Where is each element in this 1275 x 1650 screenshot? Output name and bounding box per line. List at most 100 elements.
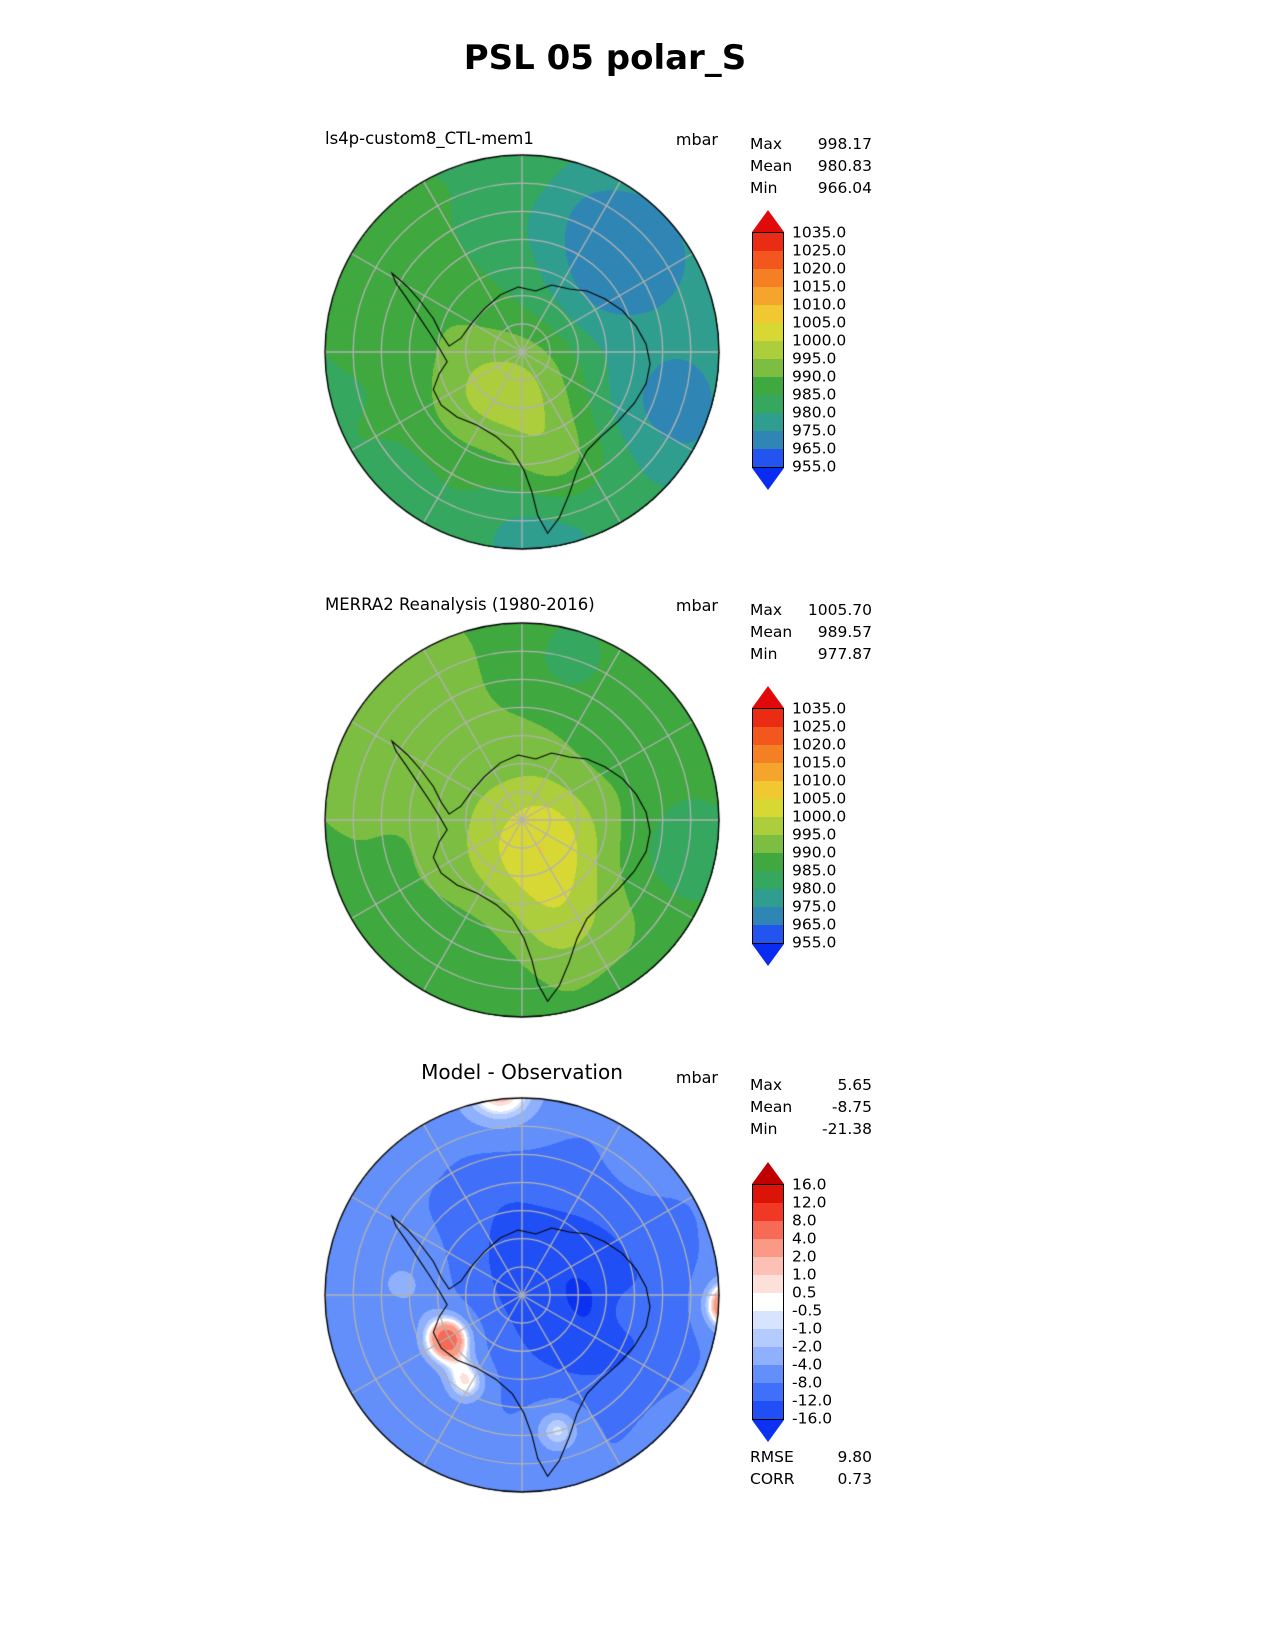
stat-value: 977.87 — [817, 645, 872, 663]
stats-block-reference: Max 1005.70 Mean 989.57 Min 977.87 — [750, 599, 872, 665]
colorbar-tick-label: -12.0 — [792, 1391, 833, 1410]
colorbar-tick-label: 1020.0 — [792, 259, 847, 278]
stat-label: RMSE — [750, 1448, 794, 1466]
stat-value: -8.75 — [831, 1098, 872, 1116]
units-label: mbar — [675, 130, 718, 149]
stat-label: Mean — [750, 623, 793, 641]
stat-row: Mean -8.75 — [750, 1096, 872, 1118]
colorbar-tick-label: 1000.0 — [792, 807, 847, 826]
stat-value: -21.38 — [822, 1120, 872, 1138]
colorbar-over-arrow — [752, 686, 784, 708]
colorbar-segment — [753, 449, 783, 467]
stat-row: Max 998.17 — [750, 133, 872, 155]
stat-label: Max — [750, 601, 783, 619]
stat-row: Mean 980.83 — [750, 155, 872, 177]
colorbar-segment — [753, 233, 783, 251]
colorbar-tick-label: 995.0 — [792, 825, 837, 844]
colorbar-tick-label: 1010.0 — [792, 295, 847, 314]
colorbar-tick-label: 1035.0 — [792, 699, 847, 718]
stat-value: 1005.70 — [807, 601, 872, 619]
colorbar-tick-label: -1.0 — [792, 1319, 823, 1338]
colorbar-segment — [753, 1185, 783, 1203]
colorbar-body — [752, 232, 784, 468]
colorbar-tick-label: 985.0 — [792, 385, 837, 404]
stat-row: Min 966.04 — [750, 177, 872, 199]
stat-value: 980.83 — [817, 157, 872, 175]
colorbar-segment — [753, 1329, 783, 1347]
colorbar-reference: 1035.0 1025.0 1020.0 1015.0 1010.0 1005.0 1000… — [752, 686, 882, 966]
colorbar-tick-label: 955.0 — [792, 457, 837, 476]
colorbar-segment — [753, 1365, 783, 1383]
colorbar-segment — [753, 269, 783, 287]
colorbar-segment — [753, 925, 783, 943]
colorbar-under-arrow — [752, 468, 784, 490]
colorbar-tick-label: 8.0 — [792, 1211, 817, 1230]
colorbar-segment — [753, 727, 783, 745]
colorbar-tick-label: -2.0 — [792, 1337, 823, 1356]
colorbar-tick-label: 12.0 — [792, 1193, 827, 1212]
colorbar-segment — [753, 799, 783, 817]
units-label: mbar — [675, 1068, 718, 1087]
colorbar-tick-label: -4.0 — [792, 1355, 823, 1374]
colorbar-segment — [753, 1293, 783, 1311]
colorbar-over-arrow — [752, 210, 784, 232]
colorbar-segment — [753, 377, 783, 395]
colorbar-segment — [753, 251, 783, 269]
colorbar-segment — [753, 305, 783, 323]
polar-map-reference — [322, 620, 722, 1020]
colorbar-tick-label: 1015.0 — [792, 753, 847, 772]
colorbar-segment — [753, 889, 783, 907]
colorbar-under-arrow — [752, 1420, 784, 1442]
stat-label: CORR — [750, 1470, 795, 1488]
stat-label: Max — [750, 135, 783, 153]
colorbar-tick-label: 985.0 — [792, 861, 837, 880]
colorbar-tick-label: 1005.0 — [792, 313, 847, 332]
colorbar-tick-label: 1025.0 — [792, 241, 847, 260]
colorbar-tick-label: 1010.0 — [792, 771, 847, 790]
stat-label: Min — [750, 645, 778, 663]
stats-block-model: Max 998.17 Mean 980.83 Min 966.04 — [750, 133, 872, 199]
colorbar-tick-label: 2.0 — [792, 1247, 817, 1266]
units-label: mbar — [675, 596, 718, 615]
colorbar-segment — [753, 871, 783, 889]
stat-row: Max 1005.70 — [750, 599, 872, 621]
colorbar-segment — [753, 431, 783, 449]
colorbar-tick-label: 1015.0 — [792, 277, 847, 296]
panel-title-reference: MERRA2 Reanalysis (1980-2016) — [325, 595, 595, 614]
colorbar-segment — [753, 1383, 783, 1401]
stat-value: 0.73 — [837, 1470, 872, 1488]
colorbar-tick-label: 4.0 — [792, 1229, 817, 1248]
polar-map-difference — [322, 1095, 722, 1495]
stat-row: Max 5.65 — [750, 1074, 872, 1096]
colorbar-body — [752, 1184, 784, 1420]
stat-value: 966.04 — [817, 179, 872, 197]
colorbar-tick-label: 975.0 — [792, 421, 837, 440]
colorbar-tick-label: 980.0 — [792, 403, 837, 422]
colorbar-segment — [753, 413, 783, 431]
colorbar-over-arrow — [752, 1162, 784, 1184]
colorbar-segment — [753, 1221, 783, 1239]
stat-row: CORR 0.73 — [750, 1468, 872, 1490]
colorbar-segment — [753, 817, 783, 835]
colorbar-segment — [753, 341, 783, 359]
colorbar-tick-label: 990.0 — [792, 367, 837, 386]
stat-row: Min -21.38 — [750, 1118, 872, 1140]
stat-label: Min — [750, 1120, 778, 1138]
colorbar-model: 1035.0 1025.0 1020.0 1015.0 1010.0 1005.0 1000… — [752, 210, 882, 490]
colorbar-tick-label: 1020.0 — [792, 735, 847, 754]
colorbar-segment — [753, 1347, 783, 1365]
stat-label: Mean — [750, 1098, 793, 1116]
colorbar-segment — [753, 745, 783, 763]
colorbar-tick-label: 975.0 — [792, 897, 837, 916]
colorbar-tick-label: 955.0 — [792, 933, 837, 952]
colorbar-tick-label: 1000.0 — [792, 331, 847, 350]
colorbar-tick-label: 0.5 — [792, 1283, 817, 1302]
colorbar-tick-label: 16.0 — [792, 1175, 827, 1194]
colorbar-segment — [753, 907, 783, 925]
stat-row: Min 977.87 — [750, 643, 872, 665]
colorbar-segment — [753, 323, 783, 341]
stat-row: RMSE 9.80 — [750, 1446, 872, 1468]
panel-title-model: ls4p-custom8_CTL-mem1 — [325, 129, 534, 148]
colorbar-tick-label: 1025.0 — [792, 717, 847, 736]
colorbar-tick-label: 1.0 — [792, 1265, 817, 1284]
